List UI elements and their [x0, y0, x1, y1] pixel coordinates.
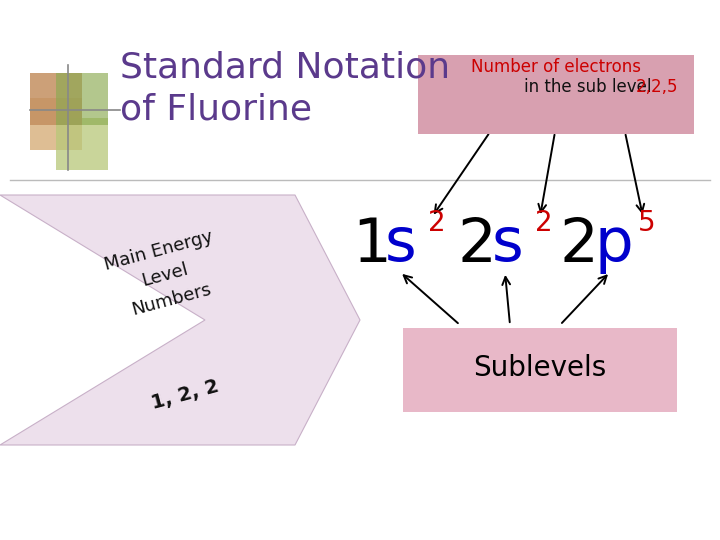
Text: s: s — [492, 215, 523, 274]
Bar — [30, 73, 82, 125]
FancyBboxPatch shape — [403, 328, 677, 412]
Text: 1: 1 — [352, 215, 391, 274]
Text: 1, 2, 2: 1, 2, 2 — [149, 377, 221, 413]
Text: 2,2,5: 2,2,5 — [636, 78, 678, 96]
Text: Number of electrons: Number of electrons — [471, 58, 641, 76]
Text: Sublevels: Sublevels — [473, 354, 607, 382]
Text: in the sub level: in the sub level — [524, 78, 657, 96]
Text: s: s — [385, 215, 417, 274]
Text: 2: 2 — [428, 209, 446, 237]
Polygon shape — [0, 195, 360, 445]
Text: 2: 2 — [458, 215, 497, 274]
FancyBboxPatch shape — [418, 55, 694, 134]
Text: 2: 2 — [560, 215, 599, 274]
Text: p: p — [594, 215, 633, 274]
Bar — [56, 73, 108, 125]
Text: Standard Notation
of Fluorine: Standard Notation of Fluorine — [120, 50, 450, 126]
Bar — [56, 118, 108, 170]
Text: 2: 2 — [535, 209, 553, 237]
Text: Main Energy
Level
Numbers: Main Energy Level Numbers — [102, 228, 228, 322]
Bar — [30, 98, 82, 150]
Text: 5: 5 — [638, 209, 656, 237]
